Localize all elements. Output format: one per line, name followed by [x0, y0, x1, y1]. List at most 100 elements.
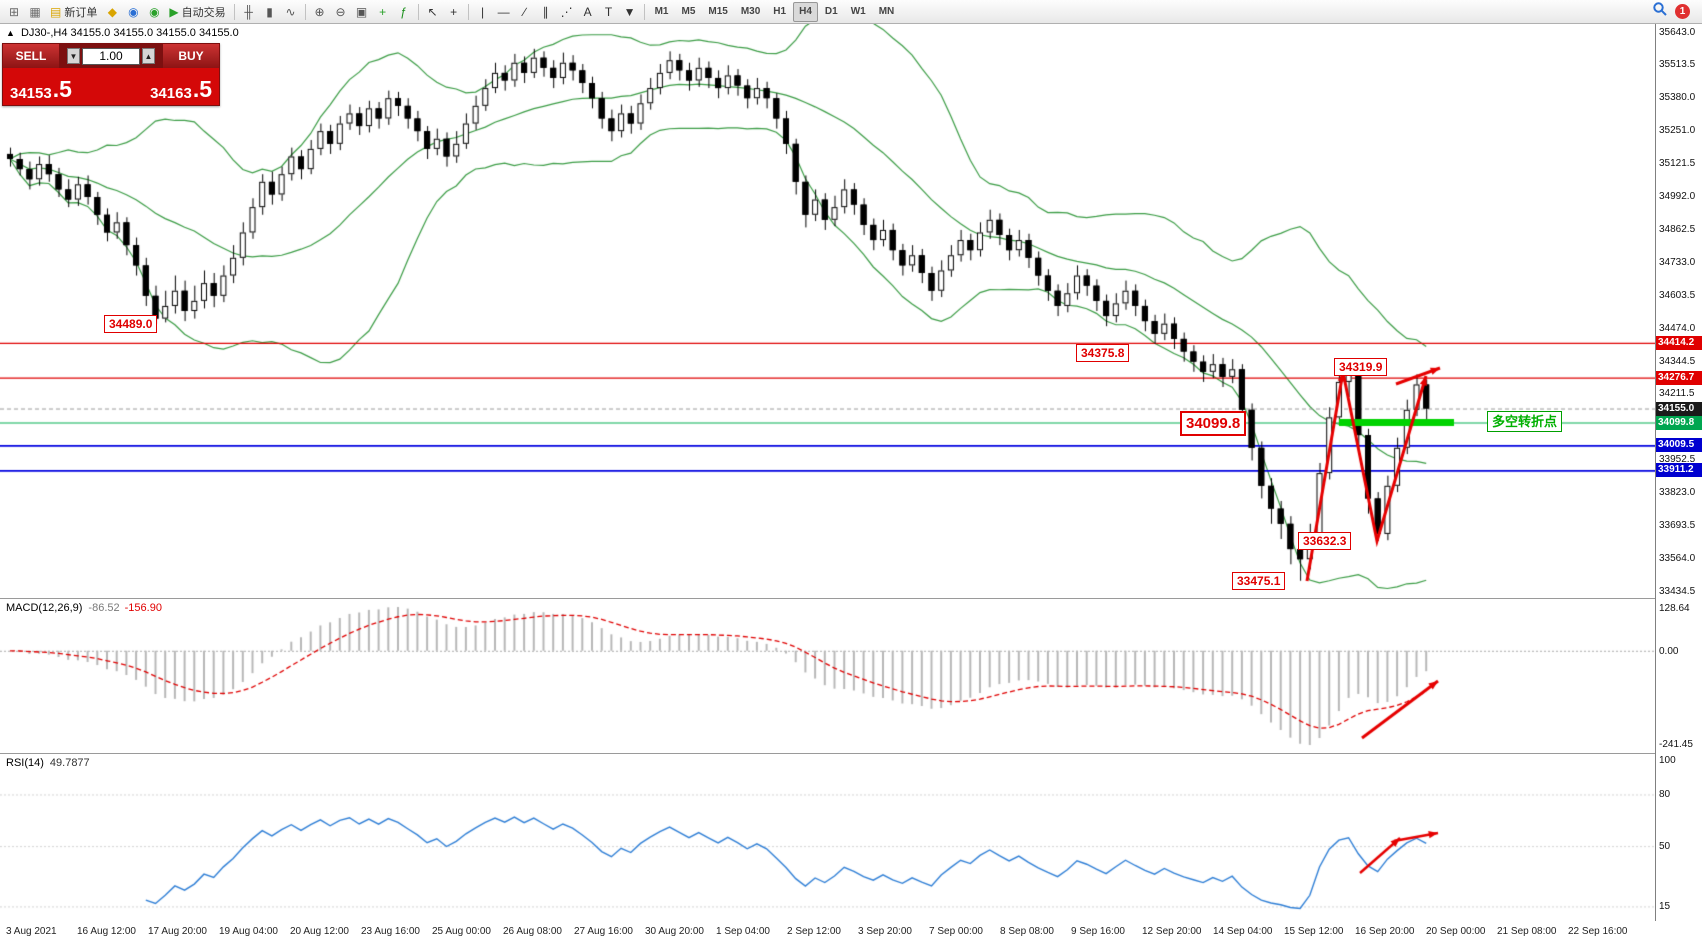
time-axis-label: 23 Aug 16:00: [361, 926, 420, 937]
bar-chart-icon: ╫: [244, 4, 253, 19]
price-axis-label: 34211.5: [1659, 388, 1695, 400]
new-chart-icon[interactable]: +: [373, 2, 393, 22]
label-icon: T: [604, 4, 613, 19]
profiles-icon: ▦: [29, 4, 41, 19]
collapse-panel-icon[interactable]: ▲: [6, 28, 15, 38]
price-axis-label: 33952.5: [1659, 454, 1696, 466]
candlestick-chart-icon[interactable]: ▮: [260, 2, 280, 22]
market-watch-icon[interactable]: ◆: [102, 2, 122, 22]
time-axis-label: 12 Sep 20:00: [1142, 926, 1202, 937]
time-axis-label: 3 Aug 2021: [6, 926, 57, 937]
price-callout[interactable]: 34099.8: [1180, 411, 1247, 436]
candlestick-chart-icon: ▮: [266, 4, 273, 19]
sell-button[interactable]: SELL: [3, 44, 59, 68]
price-callout[interactable]: 34319.9: [1334, 358, 1388, 376]
data-window-icon[interactable]: ◉: [123, 2, 143, 22]
line-chart-icon[interactable]: ∿: [281, 2, 301, 22]
profiles-icon[interactable]: ▦: [25, 2, 45, 22]
volume-input[interactable]: [82, 47, 140, 65]
chart-window-icon[interactable]: ⊞: [4, 2, 24, 22]
timeframe-d1[interactable]: D1: [824, 6, 838, 17]
vertical-line-icon: |: [481, 4, 485, 19]
time-axis-label: 8 Sep 08:00: [1000, 926, 1054, 937]
label-icon[interactable]: T: [599, 2, 619, 22]
zoom-out-icon: ⊖: [335, 4, 346, 19]
terminal-icon: ◉: [149, 4, 160, 19]
sell-price-fraction: .5: [52, 76, 72, 102]
timeframe-h4[interactable]: H4: [793, 1, 818, 22]
volume-decrease-button[interactable]: ▼: [67, 48, 80, 64]
price-tag: 34155.0: [1656, 401, 1702, 416]
buy-price-main: 34163: [150, 85, 192, 102]
turning-point-annotation[interactable]: 多空转折点: [1487, 411, 1563, 432]
toolbar: ⊞ ▦ ▤ 新订单 ◆ ◉ ◉ ▶ 自动交易 ╫ ▮ ∿ ⊕ ⊖ ▣ + ƒ ↖ + | — ∕ ∥ ⋰ A T ▼ M1 M5 M15 M…: [0, 0, 1702, 24]
search-icon[interactable]: [1652, 1, 1668, 22]
horizontal-line-icon: —: [497, 4, 510, 19]
zoom-out-icon[interactable]: ⊖: [331, 2, 351, 22]
macd-main-value: -86.52: [88, 602, 120, 614]
timeframe-m30[interactable]: M30: [740, 6, 761, 17]
new-order-button[interactable]: ▤ 新订单: [46, 2, 101, 22]
buy-button[interactable]: BUY: [163, 44, 219, 68]
price-tag: 34414.2: [1656, 335, 1702, 350]
tile-windows-icon[interactable]: ▣: [352, 2, 372, 22]
main-chart-canvas[interactable]: [0, 24, 1655, 598]
horizontal-line-icon[interactable]: —: [494, 2, 514, 22]
sell-price[interactable]: 34153.5: [10, 76, 72, 102]
timeframe-w1[interactable]: W1: [850, 6, 866, 17]
cursor-icon[interactable]: ↖: [423, 2, 443, 22]
volume-increase-button[interactable]: ▲: [142, 48, 155, 64]
vertical-line-icon[interactable]: |: [473, 2, 493, 22]
zoom-in-icon[interactable]: ⊕: [310, 2, 330, 22]
buy-price[interactable]: 34163.5: [150, 78, 212, 102]
price-callout[interactable]: 34375.8: [1076, 344, 1130, 362]
time-axis-label: 22 Sep 16:00: [1568, 926, 1628, 937]
shapes-icon[interactable]: ▼: [620, 2, 640, 22]
new-order-button-label: 新订单: [64, 6, 98, 19]
price-axis: 35643.0 35513.5 35380.0 35251.0 35121.5 34992…: [1655, 24, 1702, 921]
time-axis-label: 14 Sep 04:00: [1213, 926, 1273, 937]
price-axis-label: 33823.0: [1659, 487, 1696, 499]
text-icon[interactable]: A: [578, 2, 598, 22]
indicators-icon[interactable]: ƒ: [394, 2, 414, 22]
timeframe-m15[interactable]: M15: [708, 6, 728, 17]
price-tag: 34276.7: [1656, 370, 1702, 385]
fibonacci-icon[interactable]: ⋰: [557, 2, 577, 22]
price-callout[interactable]: 33632.3: [1298, 532, 1352, 550]
rsi-axis-label: 80: [1659, 789, 1671, 801]
macd-axis-label: 0.00: [1659, 645, 1679, 657]
indicators-icon: ƒ: [400, 4, 407, 19]
timeframe-mn[interactable]: MN: [878, 6, 895, 17]
price-axis-label: 35121.5: [1659, 158, 1696, 170]
terminal-icon[interactable]: ◉: [144, 2, 164, 22]
timeframe-m1[interactable]: M1: [654, 6, 669, 17]
price-callout[interactable]: 33475.1: [1232, 572, 1286, 590]
trendline-icon: ∕: [523, 4, 526, 19]
timeframe-h1[interactable]: H1: [773, 6, 787, 17]
line-chart-icon: ∿: [285, 4, 296, 19]
time-axis-label: 1 Sep 04:00: [716, 926, 770, 937]
channel-icon[interactable]: ∥: [536, 2, 556, 22]
time-axis-label: 3 Sep 20:00: [858, 926, 912, 937]
macd-panel-canvas[interactable]: [0, 599, 1655, 753]
zoom-in-icon: ⊕: [314, 4, 325, 19]
auto-trading-button[interactable]: ▶ 自动交易: [165, 2, 229, 22]
text-icon: A: [583, 4, 592, 19]
crosshair-icon[interactable]: +: [444, 2, 464, 22]
volume-stepper: ▼ ▲: [59, 44, 163, 68]
price-callout[interactable]: 34489.0: [104, 315, 158, 333]
macd-panel-separator[interactable]: [0, 598, 1702, 599]
rsi-panel-canvas[interactable]: [0, 754, 1655, 921]
timeframe-m5[interactable]: M5: [681, 6, 696, 17]
macd-indicator-label: MACD(12,26,9) -86.52 -156.90: [6, 602, 162, 614]
time-axis: 3 Aug 2021 16 Aug 12:00 17 Aug 20:00 19 Aug…: [0, 921, 1702, 944]
trendline-icon[interactable]: ∕: [515, 2, 535, 22]
notification-badge[interactable]: 1: [1675, 4, 1690, 19]
rsi-indicator-label: RSI(14) 49.7877: [6, 757, 90, 769]
rsi-panel-separator[interactable]: [0, 753, 1702, 754]
toolbar-divider: [643, 3, 645, 20]
price-tag: 33911.2: [1656, 463, 1702, 478]
chart-window-icon: ⊞: [8, 4, 20, 19]
bar-chart-icon[interactable]: ╫: [239, 2, 259, 22]
